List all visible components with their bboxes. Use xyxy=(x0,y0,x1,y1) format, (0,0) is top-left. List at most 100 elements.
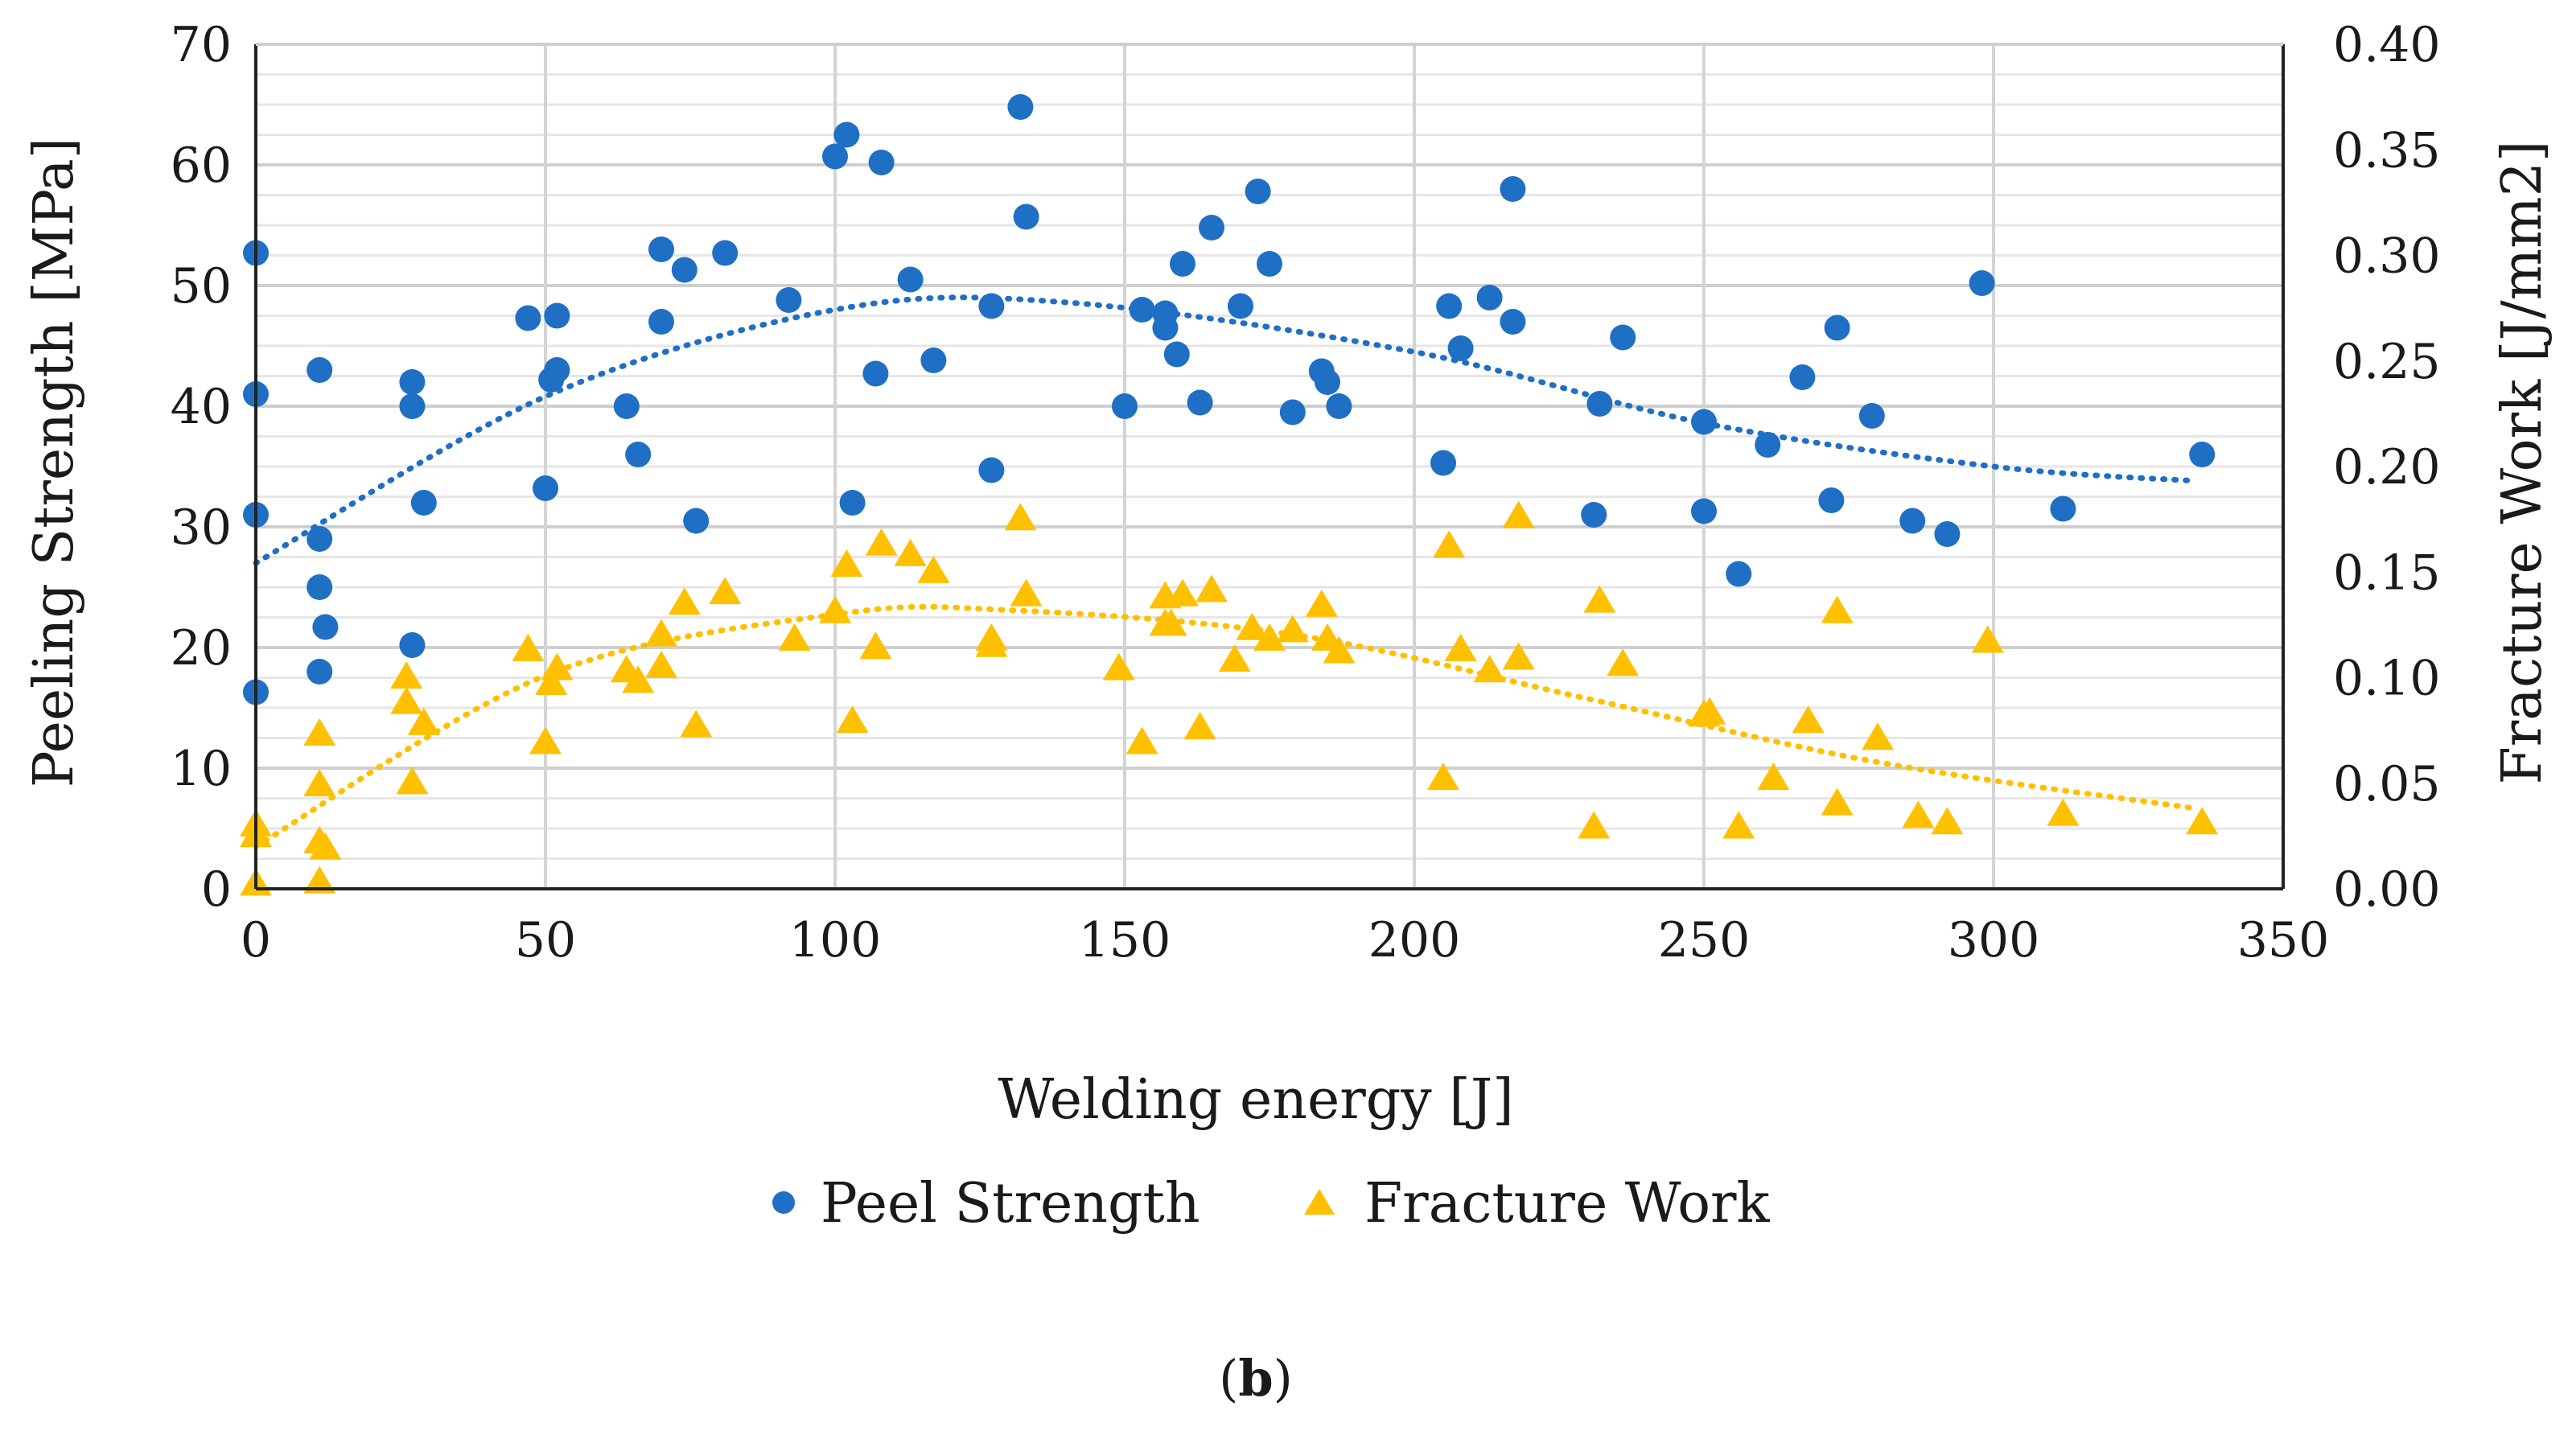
peel-strength-point xyxy=(1326,393,1352,419)
fracture-work-point xyxy=(2047,798,2080,826)
fracture-work-point xyxy=(917,555,950,583)
y2-tick-label: 0.00 xyxy=(2333,861,2441,918)
fracture-work-point xyxy=(1931,807,1964,835)
fracture-work-point xyxy=(1607,648,1640,676)
fracture-work-point xyxy=(1433,530,1466,558)
fracture-work-point xyxy=(2186,807,2219,835)
peel-strength-point xyxy=(533,475,558,501)
fracture-work-point xyxy=(622,665,655,693)
y2-tick-label: 0.20 xyxy=(2333,439,2441,495)
fracture-work-point xyxy=(1218,644,1251,672)
y-tick-label: 40 xyxy=(171,379,232,435)
peel-strength-point xyxy=(1436,293,1463,319)
fracture-work-point xyxy=(1305,589,1338,617)
fracture-work-point xyxy=(1583,585,1616,613)
legend-label-peel-strength: Peel Strength xyxy=(821,1172,1200,1236)
fracture-work-point xyxy=(1693,697,1726,725)
fracture-work-point xyxy=(830,549,863,577)
y-tick-label: 50 xyxy=(171,258,232,315)
peel-strength-point xyxy=(1187,389,1213,416)
fracture-work-point xyxy=(512,633,545,661)
caption-close-paren: ) xyxy=(1274,1349,1293,1408)
fracture-work-point xyxy=(1183,712,1216,740)
y-tick-label: 10 xyxy=(171,741,232,797)
fracture-work-point xyxy=(1253,623,1286,651)
peel-strength-point xyxy=(1007,94,1034,120)
fracture-work-point xyxy=(309,832,342,860)
x-tick-label: 100 xyxy=(789,912,882,968)
peel-strength-point xyxy=(648,236,674,262)
fracture-work-point xyxy=(396,767,429,795)
peel-strength-point xyxy=(862,360,889,387)
y2-tick-label: 0.25 xyxy=(2333,334,2441,390)
x-tick-label: 50 xyxy=(515,912,576,968)
fracture-work-point xyxy=(645,650,677,678)
axes: 0 50 100 150 200 250 300 350 0 10 20 30 40 50 60 70 0.00… xyxy=(171,17,2441,968)
peel-strength-point xyxy=(1824,315,1850,341)
fracture-work-point xyxy=(1792,705,1825,734)
y2-tick-label: 0.40 xyxy=(2333,17,2441,73)
peel-strength-point xyxy=(2050,495,2076,522)
fracture-work-point xyxy=(1722,811,1755,839)
fracture-work-point xyxy=(1902,800,1935,829)
peel-strength-point xyxy=(1152,315,1179,341)
x-axis-label: Welding energy [J] xyxy=(998,1068,1513,1132)
fracture-work-point xyxy=(407,707,440,735)
peel-strength-point xyxy=(839,490,866,516)
peel-strength-trendline xyxy=(253,294,2199,566)
fracture-work-point xyxy=(894,538,927,566)
legend-marker-fracture-work xyxy=(1304,1189,1335,1215)
fracture-work-point xyxy=(1578,811,1611,839)
peel-strength-point xyxy=(1726,561,1752,587)
peel-strength-point xyxy=(978,457,1005,483)
fracture-work-point xyxy=(1010,578,1043,606)
peel-strength-point xyxy=(1257,251,1282,277)
peel-strength-point xyxy=(1755,432,1781,458)
peel-strength-point xyxy=(613,393,640,419)
peel-strength-point xyxy=(1500,176,1526,202)
peel-strength-point xyxy=(1245,179,1271,204)
peel-strength-point xyxy=(978,293,1005,319)
peel-strength-point xyxy=(625,442,652,467)
peel-strength-point xyxy=(683,508,710,534)
fracture-work-point xyxy=(529,726,562,755)
peel-strength-point xyxy=(712,240,739,266)
y-axis-label: Peeling Strength [MPa] xyxy=(23,138,86,787)
peel-strength-point xyxy=(1315,369,1340,395)
fracture-work-point xyxy=(303,866,336,894)
peel-strength-point xyxy=(544,302,570,329)
fracture-work-point xyxy=(1862,722,1894,750)
fracture-work-point xyxy=(1276,615,1309,643)
trendlines xyxy=(253,294,2199,849)
fracture-work-point xyxy=(819,595,851,623)
fracture-work-point xyxy=(1236,612,1269,640)
peel-strength-point xyxy=(1112,393,1138,419)
fracture-work-point xyxy=(865,528,898,556)
y2-axis-label: Fracture Work [J/mm2] xyxy=(2491,141,2554,785)
peel-strength-point xyxy=(671,257,697,283)
fracture-work-point xyxy=(535,667,568,695)
caption-open-paren: ( xyxy=(1219,1349,1238,1408)
peel-strength-point xyxy=(1476,285,1503,310)
peel-strength-point xyxy=(1818,487,1845,513)
fracture-work-point xyxy=(1154,608,1187,636)
peel-strength-point xyxy=(307,357,333,383)
fracture-work-point xyxy=(1167,578,1199,606)
data-points xyxy=(240,94,2219,896)
y-tick-label: 20 xyxy=(171,620,232,676)
peel-strength-point xyxy=(1789,364,1816,390)
peel-strength-point xyxy=(307,659,333,685)
peel-strength-point xyxy=(833,121,860,148)
fracture-work-point xyxy=(1427,763,1459,791)
fracture-work-point xyxy=(1502,500,1535,528)
x-tick-label: 250 xyxy=(1658,912,1751,968)
fracture-work-point xyxy=(1004,503,1037,531)
peel-strength-point xyxy=(1170,251,1195,277)
fracture-work-point xyxy=(680,709,713,738)
fracture-work-point xyxy=(1195,574,1228,602)
peel-strength-point xyxy=(515,305,541,331)
fracture-work-point xyxy=(668,587,701,615)
fracture-work-point xyxy=(1502,642,1535,670)
